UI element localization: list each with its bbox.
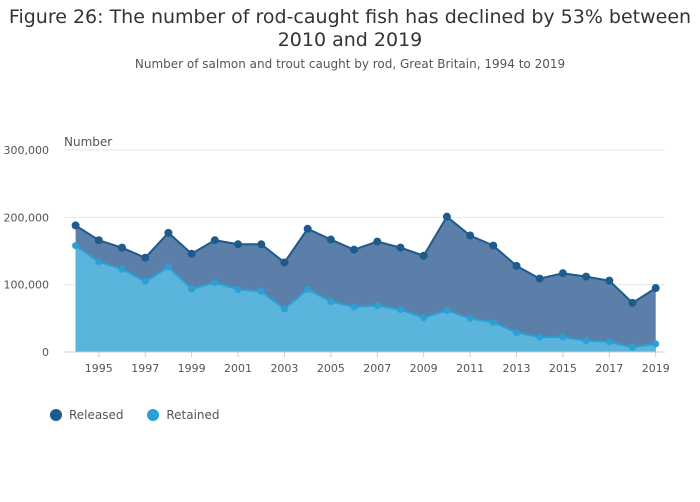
retained-area [75,245,656,352]
released-point [442,212,451,221]
released-point [141,253,150,262]
released-point [303,224,312,233]
released-point [257,240,266,249]
retained-point [118,265,126,273]
x-tick-label: 2001 [224,362,252,375]
x-tick-label: 1999 [178,362,206,375]
retained-point [350,303,358,311]
released-point [628,298,637,307]
x-tick-label: 2007 [363,362,391,375]
released-point [210,236,219,245]
legend-label-released: Released [69,408,124,422]
y-tick-label: 300,000 [4,144,50,157]
released-point [71,221,80,230]
y-tick-label: 0 [42,346,49,359]
retained-point [188,285,196,293]
released-point [350,245,359,254]
retained-point [234,285,242,293]
y-tick-label: 100,000 [4,279,50,292]
retained-point [652,340,660,348]
x-tick-label: 2011 [456,362,484,375]
released-point [419,251,428,260]
y-tick-label: 200,000 [4,211,50,224]
released-point [326,235,335,244]
released-point [164,228,173,237]
chart-subtitle: Number of salmon and trout caught by rod… [134,57,566,71]
retained-point [304,285,312,293]
released-point [396,243,405,252]
released-point [489,241,498,250]
x-tick-label: 2019 [642,362,670,375]
released-point [118,243,127,252]
retained-point [280,305,288,313]
retained-point [141,277,149,285]
released-point [187,249,196,258]
retained-point [466,314,474,322]
retained-point [512,328,520,336]
retained-point [629,343,637,351]
retained-point [164,263,172,271]
retained-point [443,306,451,314]
released-point [651,284,660,293]
released-point [558,269,567,278]
released-point [535,274,544,283]
x-tick-label: 2013 [502,362,530,375]
retained-point [95,258,103,266]
x-tick-label: 1997 [131,362,159,375]
retained-point [536,333,544,341]
retained-point [559,333,567,341]
x-tick-label: 2005 [317,362,345,375]
retained-point [373,302,381,310]
y-axis-label: Number [64,135,112,149]
x-tick-label: 2003 [270,362,298,375]
legend-item-retained[interactable]: Retained [147,408,220,422]
retained-point [72,242,80,250]
released-point [582,272,591,281]
retained-point [257,287,265,295]
retained-point [420,314,428,322]
chart-title: Figure 26: The number of rod-caught fish… [8,6,692,51]
retained-point [327,298,335,305]
x-tick-label: 2009 [410,362,438,375]
retained-swatch-icon [147,409,160,421]
x-tick-label: 2015 [549,362,577,375]
released-point [466,231,475,240]
released-point [280,258,289,267]
released-point [94,236,103,245]
retained-point [605,338,613,346]
released-point [512,261,521,270]
legend-label-retained: Retained [166,408,220,422]
legend-item-released[interactable]: Released [50,408,124,422]
retained-point [396,306,404,314]
released-point [605,276,614,285]
legend: Released Retained [50,408,240,424]
retained-point [582,337,590,345]
x-tick-label: 2017 [595,362,623,375]
x-tick-label: 1995 [85,362,113,375]
retained-point [489,318,497,326]
retained-line [75,244,656,349]
released-swatch-icon [50,409,62,421]
retained-point [211,279,219,287]
released-point [234,240,243,249]
released-point [373,237,382,246]
